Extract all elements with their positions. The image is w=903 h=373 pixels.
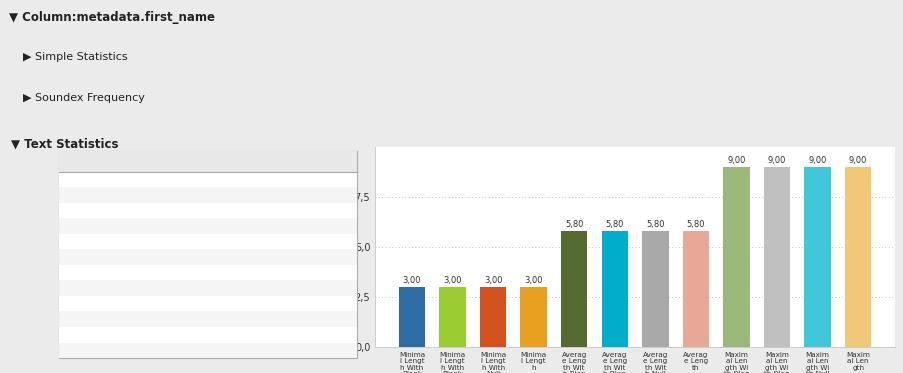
Text: ▼ Text Statistics: ▼ Text Statistics (11, 138, 118, 151)
Text: 3,00: 3,00 (402, 276, 421, 285)
Text: 5.80: 5.80 (321, 283, 340, 293)
Text: 5,80: 5,80 (686, 220, 704, 229)
Bar (722, 167, 749, 347)
Bar (763, 167, 789, 347)
Text: 3.00: 3.00 (321, 222, 340, 231)
Text: 5.80: 5.80 (321, 253, 340, 261)
Text: 5,80: 5,80 (646, 220, 664, 229)
Text: ▶ Soundex Frequency: ▶ Soundex Frequency (23, 93, 144, 103)
Text: 9.00: 9.00 (321, 346, 340, 355)
Text: Maximal Length With Blank: Maximal Length With Blank (63, 315, 187, 324)
Text: 9,00: 9,00 (807, 156, 826, 165)
Bar (439, 287, 465, 347)
Text: Maximal Length: Maximal Length (63, 346, 135, 355)
Bar (398, 287, 424, 347)
Text: Average Length With Blank and N...: Average Length With Blank and N... (63, 237, 224, 246)
Text: 9,00: 9,00 (848, 156, 866, 165)
Text: 5,80: 5,80 (564, 220, 582, 229)
Text: 3,00: 3,00 (483, 276, 502, 285)
Bar (844, 167, 870, 347)
Text: Average Length: Average Length (63, 283, 135, 293)
Text: Minimal Length With Blank and N...: Minimal Length With Blank and N... (63, 175, 223, 184)
Bar (561, 231, 587, 347)
Text: 5,80: 5,80 (605, 220, 623, 229)
Bar (600, 231, 628, 347)
Bar (641, 231, 668, 347)
Text: Average Length With Null: Average Length With Null (63, 268, 179, 277)
Text: 3.00: 3.00 (321, 206, 340, 215)
Text: Minimal Length With Blank: Minimal Length With Blank (63, 190, 184, 200)
Text: Value: Value (316, 156, 345, 166)
Text: 5.80: 5.80 (321, 237, 340, 246)
Y-axis label: Count: Count (340, 231, 350, 264)
Text: 9.00: 9.00 (321, 299, 340, 308)
Bar (804, 167, 830, 347)
Text: 3.00: 3.00 (321, 175, 340, 184)
Text: 3,00: 3,00 (442, 276, 461, 285)
Text: 3.00: 3.00 (321, 190, 340, 200)
Text: Minimal Length With Null: Minimal Length With Null (63, 206, 177, 215)
Text: ▼ Column:metadata.first_name: ▼ Column:metadata.first_name (9, 11, 215, 24)
Bar (520, 287, 546, 347)
Text: 5.80: 5.80 (321, 268, 340, 277)
Text: Maximal Length With Null: Maximal Length With Null (63, 330, 180, 339)
Text: 3,00: 3,00 (524, 276, 543, 285)
Bar (682, 231, 708, 347)
Text: Maximal Length With Blank and N...: Maximal Length With Blank and N... (63, 299, 225, 308)
Text: 9,00: 9,00 (727, 156, 745, 165)
Text: ▶ Simple Statistics: ▶ Simple Statistics (23, 52, 127, 62)
Text: Label: Label (63, 156, 91, 166)
Bar (479, 287, 506, 347)
Text: 9,00: 9,00 (767, 156, 786, 165)
Text: 9.00: 9.00 (321, 315, 340, 324)
Text: Minimal Length: Minimal Length (63, 222, 133, 231)
Text: 9.00: 9.00 (321, 330, 340, 339)
Text: Average Length With Blank: Average Length With Blank (63, 253, 186, 261)
